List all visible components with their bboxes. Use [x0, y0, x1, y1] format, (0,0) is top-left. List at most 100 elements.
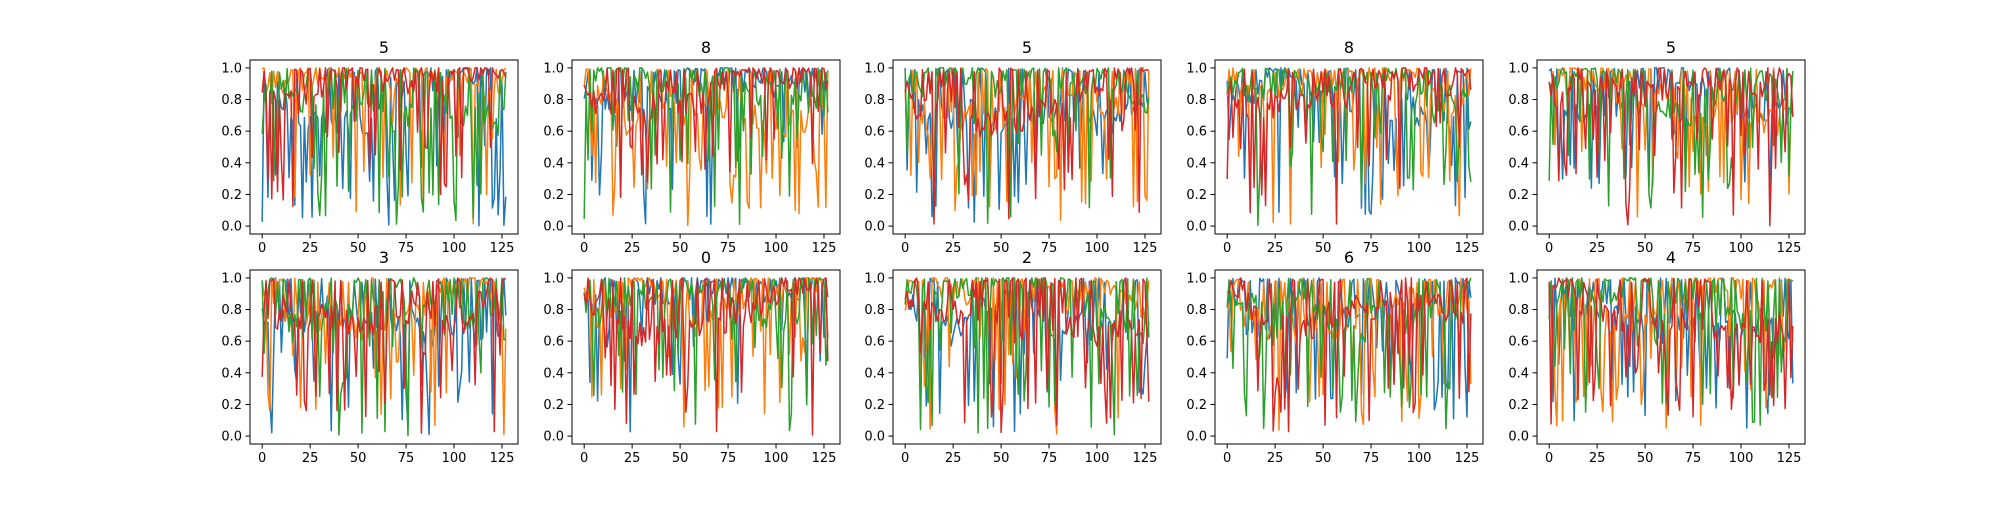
y-tick-label: 0.8 — [864, 93, 885, 108]
x-tick-label: 50 — [1637, 241, 1654, 256]
y-tick-label: 0.4 — [543, 156, 564, 171]
y-tick-label: 0.4 — [1186, 366, 1207, 381]
x-tick-label: 0 — [901, 451, 909, 466]
series-line-series-4 — [904, 67, 1150, 225]
x-tick-label: 50 — [350, 241, 367, 256]
x-tick-label: 100 — [1085, 241, 1110, 256]
y-tick-label: 0.8 — [1508, 303, 1529, 318]
y-tick-label: 0.0 — [1508, 430, 1529, 445]
x-tick-label: 25 — [1589, 241, 1606, 256]
x-tick-label: 125 — [1777, 241, 1802, 256]
x-tick-label: 100 — [1729, 241, 1754, 256]
x-tick-label: 0 — [1223, 451, 1231, 466]
series-group — [583, 277, 829, 436]
x-tick-label: 100 — [442, 241, 467, 256]
axes-frame — [892, 269, 1162, 445]
series-group — [261, 67, 507, 227]
y-tick-label: 1.0 — [864, 271, 885, 286]
x-tick-label: 25 — [624, 241, 641, 256]
x-tick-label: 0 — [1545, 241, 1553, 256]
x-tick-label: 125 — [1133, 241, 1158, 256]
y-tick-label: 0.2 — [1508, 188, 1529, 203]
series-line-series-4 — [583, 277, 829, 436]
series-group — [1548, 277, 1794, 429]
y-tick-label: 0.0 — [1186, 430, 1207, 445]
y-tick-label: 1.0 — [1186, 271, 1207, 286]
y-tick-label: 0.2 — [221, 398, 242, 413]
subplot-9: 0 25 50 75 100 125 0.0 0.2 0.4 0.6 0.8 1.0 6 — [1186, 248, 1484, 466]
y-tick-label: 0.6 — [864, 125, 885, 140]
y-tick-label: 0.6 — [543, 335, 564, 350]
series-group — [904, 67, 1150, 225]
series-group — [583, 67, 829, 227]
subplot-10: 0 25 50 75 100 125 0.0 0.2 0.4 0.6 0.8 1.0 4 — [1508, 248, 1806, 466]
subplot-title: 8 — [1344, 38, 1354, 57]
axes-frame — [249, 269, 519, 445]
y-tick-label: 0.2 — [864, 188, 885, 203]
y-tick-label: 0.6 — [543, 125, 564, 140]
x-tick-label: 75 — [1363, 451, 1380, 466]
y-tick-label: 0.0 — [864, 430, 885, 445]
subplot-title: 5 — [1022, 38, 1032, 57]
series-line-series-2 — [1226, 67, 1472, 225]
x-tick-label: 100 — [764, 451, 789, 466]
subplot-7: 0 25 50 75 100 125 0.0 0.2 0.4 0.6 0.8 1.0 0 — [543, 248, 841, 466]
y-tick-label: 1.0 — [1186, 61, 1207, 76]
x-tick-label: 75 — [1041, 241, 1058, 256]
axes-frame — [571, 269, 841, 445]
series-line-series-3 — [1226, 277, 1472, 430]
y-tick-label: 0.8 — [543, 93, 564, 108]
x-tick-label: 75 — [720, 241, 737, 256]
series-line-series-1 — [1226, 67, 1472, 215]
x-tick-label: 125 — [812, 241, 837, 256]
series-line-series-3 — [261, 67, 507, 225]
y-tick-label: 0.2 — [221, 188, 242, 203]
x-tick-label: 50 — [672, 241, 689, 256]
subplot-title: 5 — [1666, 38, 1676, 57]
y-tick-label: 1.0 — [864, 61, 885, 76]
x-tick-label: 100 — [1407, 241, 1432, 256]
x-tick-label: 100 — [1085, 451, 1110, 466]
x-tick-label: 125 — [1455, 241, 1480, 256]
x-tick-label: 25 — [302, 241, 319, 256]
axes-frame — [1536, 59, 1806, 235]
x-tick-label: 0 — [1545, 451, 1553, 466]
x-tick-label: 50 — [1637, 451, 1654, 466]
subplot-title: 2 — [1022, 248, 1032, 267]
y-tick-label: 0.2 — [543, 188, 564, 203]
axes-frame — [249, 59, 519, 235]
y-tick-label: 0.0 — [1186, 220, 1207, 235]
series-group — [1226, 277, 1472, 433]
subplot-1: 0 25 50 75 100 125 0.0 0.2 0.4 0.6 0.8 1.0 5 — [221, 38, 519, 256]
subplot-5: 0 25 50 75 100 125 0.0 0.2 0.4 0.6 0.8 1.0 5 — [1508, 38, 1806, 256]
y-tick-label: 0.0 — [1508, 220, 1529, 235]
y-tick-label: 0.4 — [1508, 156, 1529, 171]
axes-frame — [571, 59, 841, 235]
y-tick-label: 1.0 — [543, 61, 564, 76]
y-tick-label: 1.0 — [221, 271, 242, 286]
x-tick-label: 25 — [945, 241, 962, 256]
x-tick-label: 50 — [1315, 451, 1332, 466]
y-tick-label: 1.0 — [221, 61, 242, 76]
y-tick-label: 0.4 — [543, 366, 564, 381]
y-tick-label: 0.8 — [864, 303, 885, 318]
series-group — [904, 277, 1150, 436]
y-tick-label: 0.0 — [864, 220, 885, 235]
y-tick-label: 0.6 — [221, 335, 242, 350]
x-tick-label: 125 — [490, 241, 515, 256]
y-tick-label: 0.4 — [1186, 156, 1207, 171]
subplot-title: 5 — [379, 38, 389, 57]
series-line-series-4 — [583, 67, 829, 199]
x-tick-label: 125 — [1777, 451, 1802, 466]
x-tick-label: 25 — [1267, 451, 1284, 466]
series-group — [1548, 67, 1794, 227]
y-tick-label: 0.4 — [221, 366, 242, 381]
subplot-title: 4 — [1666, 248, 1676, 267]
y-tick-label: 0.8 — [221, 93, 242, 108]
y-tick-label: 0.2 — [1508, 398, 1529, 413]
y-tick-label: 0.4 — [221, 156, 242, 171]
y-tick-label: 0.6 — [221, 125, 242, 140]
x-tick-label: 100 — [1407, 451, 1432, 466]
y-tick-label: 0.2 — [543, 398, 564, 413]
y-tick-label: 1.0 — [543, 271, 564, 286]
